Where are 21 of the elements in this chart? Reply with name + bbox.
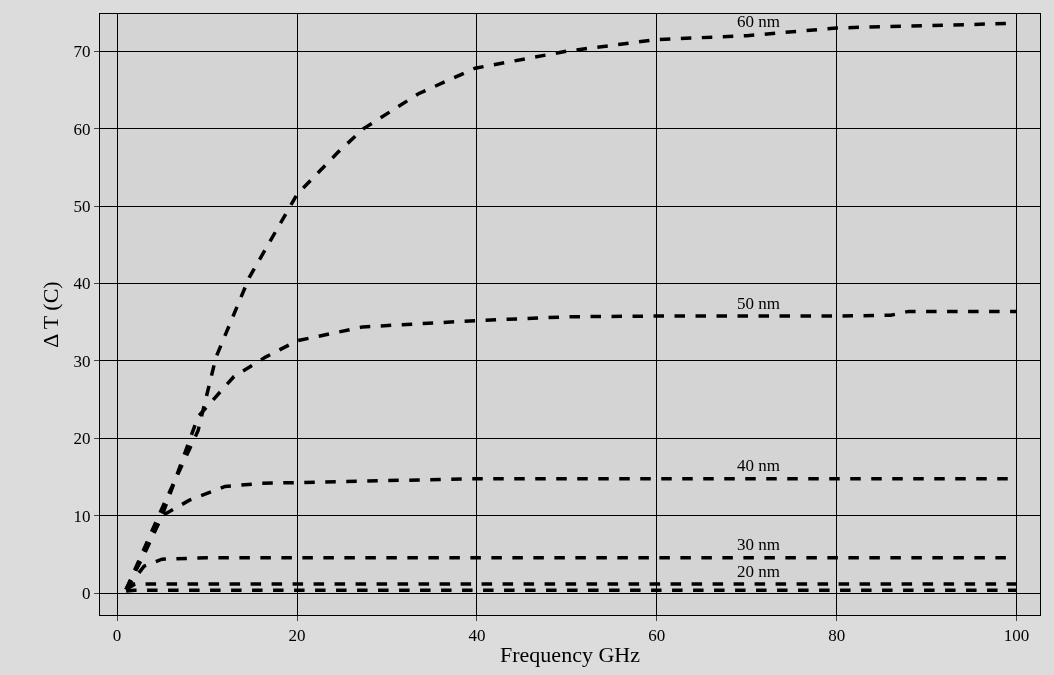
x-tick-label: 0 (112, 626, 122, 646)
y-tick-label: 0 (82, 584, 91, 604)
y-tick-label: 10 (73, 506, 91, 526)
y-axis-title: Δ T (C) (38, 281, 64, 348)
y-tick-label: 50 (73, 197, 91, 217)
x-tick-label: 20 (288, 626, 306, 646)
x-tick-label: 100 (1003, 626, 1030, 646)
y-tick-label: 60 (73, 119, 91, 139)
series-label: 50 nm (737, 294, 780, 313)
series-label: 20 nm (737, 562, 780, 581)
series-label: 60 nm (737, 12, 780, 31)
x-axis-title: Frequency GHz (500, 642, 641, 668)
x-tick-label: 60 (648, 626, 666, 646)
x-tick-label: 40 (468, 626, 486, 646)
y-tick-label: 40 (73, 274, 91, 294)
series-label: 40 nm (737, 456, 780, 475)
y-tick-label: 20 (73, 429, 91, 449)
x-tick-label: 80 (828, 626, 846, 646)
series-label: 30 nm (737, 535, 780, 554)
y-tick-label: 70 (73, 42, 91, 62)
y-tick-label: 30 (73, 351, 91, 371)
